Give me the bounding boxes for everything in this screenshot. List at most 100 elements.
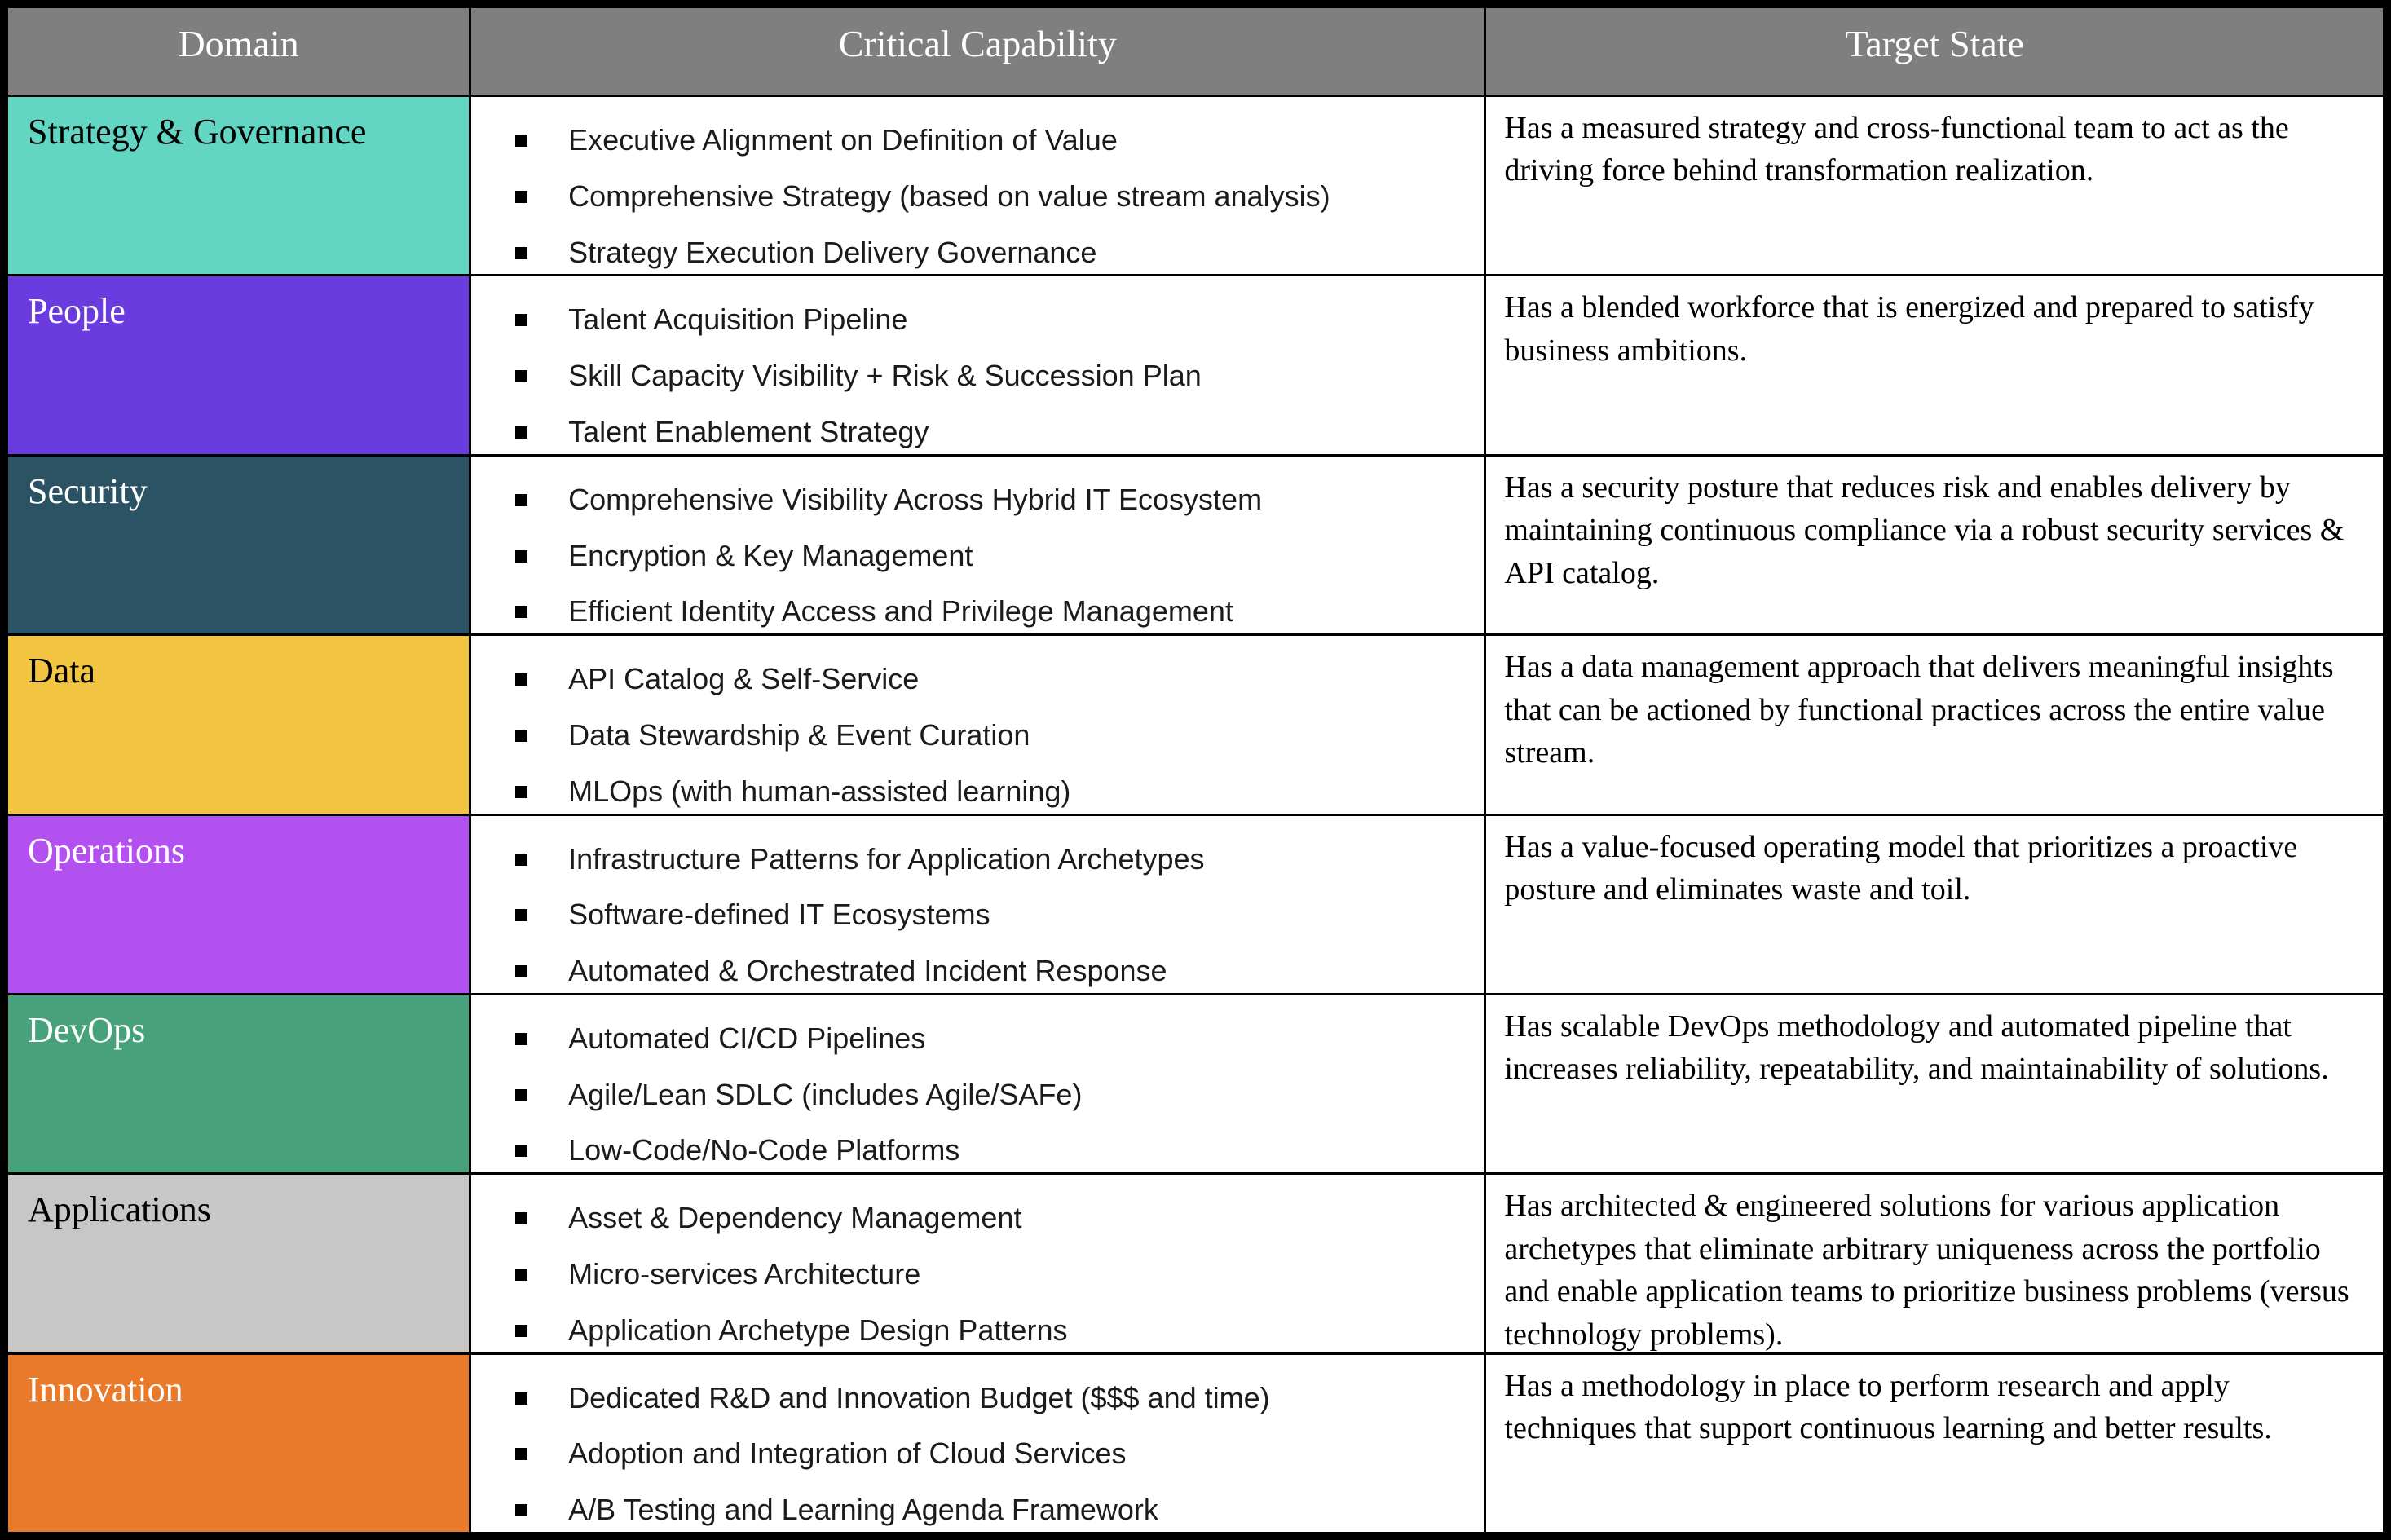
target-text: Has architected & engineered solutions f… bbox=[1504, 1189, 2349, 1352]
domain-label: Data bbox=[28, 651, 96, 691]
capability-list: Asset & Dependency Management Micro-servi… bbox=[471, 1175, 1484, 1349]
capability-item: Comprehensive Strategy (based on value s… bbox=[514, 178, 1464, 216]
bullet-square-icon bbox=[515, 606, 528, 619]
bullet-square-icon bbox=[515, 1269, 528, 1282]
capability-item: Low-Code/No-Code Platforms bbox=[514, 1132, 1464, 1170]
capability-text: API Catalog & Self-Service bbox=[568, 662, 920, 696]
table-row: DevOps Automated CI/CD Pipelines Agile/Le… bbox=[8, 992, 2383, 1173]
capability-item: Encryption & Key Management bbox=[514, 537, 1464, 576]
bullet-square-icon bbox=[515, 370, 528, 383]
target-text: Has a security posture that reduces risk… bbox=[1504, 470, 2345, 590]
capability-item: Talent Acquisition Pipeline bbox=[514, 301, 1464, 339]
bullet-square-icon bbox=[515, 549, 528, 563]
capability-item: Strategy Execution Delivery Governance bbox=[514, 234, 1464, 272]
target-text: Has scalable DevOps methodology and auto… bbox=[1504, 1008, 2329, 1087]
capability-item: Infrastructure Patterns for Application … bbox=[514, 841, 1464, 879]
capability-text: Dedicated R&D and Innovation Budget ($$$… bbox=[568, 1380, 1270, 1414]
capability-item: Efficient Identity Access and Privilege … bbox=[514, 593, 1464, 631]
domain-cell: DevOps bbox=[8, 995, 470, 1173]
capability-item: Asset & Dependency Management bbox=[514, 1199, 1464, 1238]
capability-text: Agile/Lean SDLC (includes Agile/SAFe) bbox=[568, 1077, 1083, 1111]
capability-item: Adoption and Integration of Cloud Servic… bbox=[514, 1435, 1464, 1473]
target-text: Has a methodology in place to perform re… bbox=[1504, 1368, 2272, 1446]
capability-text: Micro-services Architecture bbox=[568, 1257, 921, 1291]
capability-item: Agile/Lean SDLC (includes Agile/SAFe) bbox=[514, 1076, 1464, 1114]
capability-text: Executive Alignment on Definition of Val… bbox=[568, 123, 1118, 157]
bullet-square-icon bbox=[515, 965, 528, 978]
bullet-square-icon bbox=[515, 1145, 528, 1158]
target-cell: Has a security posture that reduces risk… bbox=[1484, 456, 2383, 634]
bullet-square-icon bbox=[515, 1448, 528, 1461]
capability-text: Comprehensive Strategy (based on value s… bbox=[568, 179, 1330, 213]
bullet-square-icon bbox=[515, 1088, 528, 1101]
header-target-state: Target State bbox=[1484, 8, 2383, 95]
capabilities-cell: Executive Alignment on Definition of Val… bbox=[469, 97, 1484, 275]
domain-label: Applications bbox=[28, 1189, 211, 1230]
target-cell: Has a value-focused operating model that… bbox=[1484, 815, 2383, 993]
target-cell: Has a blended workforce that is energize… bbox=[1484, 276, 2383, 454]
table-row: Security Comprehensive Visibility Across… bbox=[8, 453, 2383, 634]
bullet-square-icon bbox=[515, 1032, 528, 1045]
domain-label: Security bbox=[28, 470, 148, 511]
domain-label: Innovation bbox=[28, 1369, 183, 1410]
domain-label: Operations bbox=[28, 830, 186, 871]
header-critical-capability: Critical Capability bbox=[469, 8, 1484, 95]
capability-text: Automated & Orchestrated Incident Respon… bbox=[568, 954, 1167, 988]
bullet-square-icon bbox=[515, 785, 528, 798]
domain-cell: Security bbox=[8, 456, 470, 634]
capability-item: Automated & Orchestrated Incident Respon… bbox=[514, 952, 1464, 991]
domain-cell: Innovation bbox=[8, 1354, 470, 1532]
capability-item: Application Archetype Design Patterns bbox=[514, 1312, 1464, 1350]
capability-text: Low-Code/No-Code Platforms bbox=[568, 1133, 960, 1167]
capability-list: Talent Acquisition Pipeline Skill Capacit… bbox=[471, 276, 1484, 451]
bullet-square-icon bbox=[515, 1392, 528, 1405]
target-cell: Has architected & engineered solutions f… bbox=[1484, 1175, 2383, 1352]
target-cell: Has scalable DevOps methodology and auto… bbox=[1484, 995, 2383, 1173]
capability-item: Software-defined IT Ecosystems bbox=[514, 896, 1464, 934]
target-text: Has a data management approach that deli… bbox=[1504, 650, 2334, 770]
capabilities-cell: Automated CI/CD Pipelines Agile/Lean SDLC… bbox=[469, 995, 1484, 1173]
bullet-square-icon bbox=[515, 909, 528, 922]
domain-cell: People bbox=[8, 276, 470, 454]
domain-cell: Strategy & Governance bbox=[8, 97, 470, 275]
capability-item: A/B Testing and Learning Agenda Framewor… bbox=[514, 1491, 1464, 1529]
capability-item: Data Stewardship & Event Curation bbox=[514, 717, 1464, 755]
capability-text: Application Archetype Design Patterns bbox=[568, 1313, 1068, 1347]
target-text: Has a value-focused operating model that… bbox=[1504, 829, 2298, 907]
capability-text: Encryption & Key Management bbox=[568, 538, 973, 572]
bullet-square-icon bbox=[515, 190, 528, 203]
capability-list: API Catalog & Self-Service Data Stewardsh… bbox=[471, 636, 1484, 810]
domain-label: People bbox=[28, 291, 126, 332]
capability-list: Comprehensive Visibility Across Hybrid I… bbox=[471, 457, 1484, 631]
capabilities-cell: Asset & Dependency Management Micro-servi… bbox=[469, 1175, 1484, 1352]
capability-item: Talent Enablement Strategy bbox=[514, 413, 1464, 452]
domain-cell: Data bbox=[8, 636, 470, 814]
bullet-square-icon bbox=[515, 426, 528, 439]
capability-item: Micro-services Architecture bbox=[514, 1255, 1464, 1294]
capabilities-cell: Talent Acquisition Pipeline Skill Capacit… bbox=[469, 276, 1484, 454]
capability-list: Dedicated R&D and Innovation Budget ($$$… bbox=[471, 1355, 1484, 1529]
target-cell: Has a data management approach that deli… bbox=[1484, 636, 2383, 814]
domain-cell: Applications bbox=[8, 1175, 470, 1352]
capability-text: MLOps (with human-assisted learning) bbox=[568, 774, 1071, 808]
capability-text: Talent Acquisition Pipeline bbox=[568, 302, 908, 337]
table-row: Innovation Dedicated R&D and Innovation … bbox=[8, 1352, 2383, 1532]
domain-cell: Operations bbox=[8, 815, 470, 993]
capability-text: Software-defined IT Ecosystems bbox=[568, 898, 990, 932]
table-row: People Talent Acquisition Pipeline Skill … bbox=[8, 274, 2383, 454]
capabilities-cell: Dedicated R&D and Innovation Budget ($$$… bbox=[469, 1354, 1484, 1532]
domain-label: Strategy & Governance bbox=[28, 112, 367, 152]
capability-item: Executive Alignment on Definition of Val… bbox=[514, 121, 1464, 160]
capability-item: Dedicated R&D and Innovation Budget ($$$… bbox=[514, 1379, 1464, 1418]
bullet-square-icon bbox=[515, 493, 528, 506]
capability-text: Asset & Dependency Management bbox=[568, 1201, 1022, 1235]
bullet-square-icon bbox=[515, 673, 528, 686]
table-row: Applications Asset & Dependency Manageme… bbox=[8, 1172, 2383, 1352]
bullet-square-icon bbox=[515, 314, 528, 327]
capability-list: Executive Alignment on Definition of Val… bbox=[471, 97, 1484, 271]
bullet-square-icon bbox=[515, 135, 528, 147]
header-domain: Domain bbox=[178, 23, 299, 64]
capability-list: Automated CI/CD Pipelines Agile/Lean SDLC… bbox=[471, 995, 1484, 1170]
bullet-square-icon bbox=[515, 853, 528, 866]
